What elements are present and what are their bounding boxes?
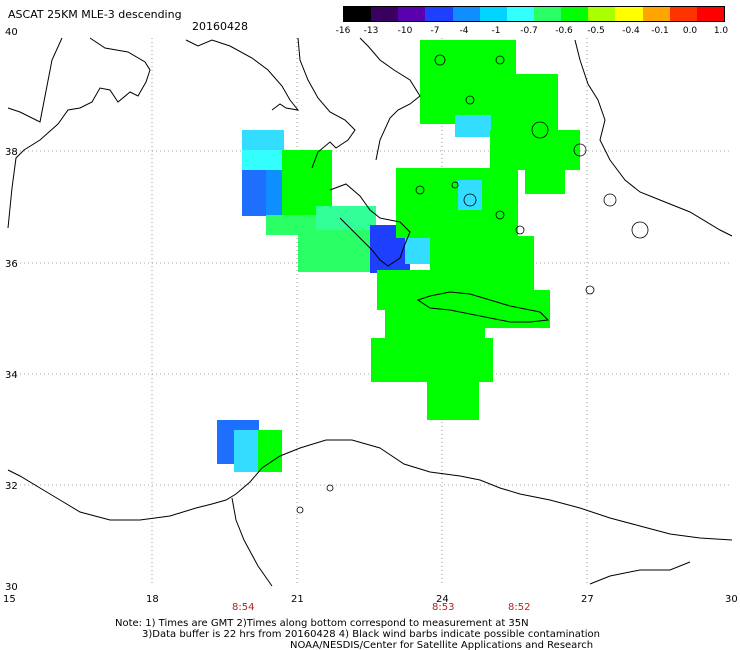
islands	[296, 54, 649, 514]
color-scale-bar	[343, 6, 725, 22]
pass-time: 8:54	[232, 602, 254, 613]
scatterometer-data	[217, 40, 580, 472]
scale-label: -4	[459, 26, 469, 36]
scale-label: -7	[430, 26, 440, 36]
color-scale-swatch	[615, 7, 643, 21]
product-date: 20160428	[192, 20, 248, 33]
color-scale-swatch	[642, 7, 670, 21]
lat-label: 32	[5, 481, 18, 492]
color-scale-swatch	[452, 7, 480, 21]
scale-label: -13	[363, 26, 379, 36]
scale-label: -1	[491, 26, 501, 36]
lat-label: 40	[5, 27, 18, 38]
note-line: NOAA/NESDIS/Center for Satellite Applica…	[290, 640, 593, 650]
lat-label: 30	[5, 582, 18, 593]
lon-label: 18	[146, 594, 159, 605]
color-scale-swatch	[561, 7, 589, 21]
lon-label: 21	[291, 594, 304, 605]
scale-label: -0.1	[651, 26, 669, 36]
scale-label: -0.7	[520, 26, 538, 36]
lon-label: 24	[436, 594, 449, 605]
pass-time: 8:52	[508, 602, 530, 613]
lon-label: 27	[581, 594, 594, 605]
color-scale-swatch	[398, 7, 426, 21]
note-line: Note: 1) Times are GMT 2)Times along bot…	[115, 618, 529, 629]
lat-label: 34	[5, 370, 18, 381]
color-scale-swatch	[425, 7, 453, 21]
lat-label: 38	[5, 147, 18, 158]
product-title: ASCAT 25KM MLE-3 descending	[8, 8, 182, 21]
scale-label: -0.6	[555, 26, 573, 36]
scale-label: 0.0	[682, 26, 698, 36]
scale-label: -10	[397, 26, 413, 36]
lat-label: 36	[5, 259, 18, 270]
color-scale-swatch	[669, 7, 697, 21]
scale-label: -16	[335, 26, 351, 36]
lon-label: 30	[725, 594, 738, 605]
color-scale-swatch	[506, 7, 534, 21]
scale-label: -0.5	[587, 26, 605, 36]
pass-time: 8:53	[432, 602, 454, 613]
color-scale-swatch	[588, 7, 616, 21]
color-scale-swatch	[479, 7, 507, 21]
note-line: 3)Data buffer is 22 hrs from 20160428 4)…	[142, 629, 600, 640]
scale-label: -0.4	[622, 26, 640, 36]
color-scale-swatch	[696, 7, 724, 21]
scale-label: 1.0	[713, 26, 729, 36]
coastlines	[7, 37, 733, 587]
color-scale-swatch	[533, 7, 562, 21]
color-scale-swatch	[371, 7, 399, 21]
graticule	[8, 38, 732, 586]
color-scale-labels: -16 -13 -10 -7 -4 -1 -0.7 -0.6 -0.5 -0.4…	[333, 26, 733, 38]
color-scale-swatch	[344, 7, 372, 21]
lon-label: 15	[3, 594, 16, 605]
